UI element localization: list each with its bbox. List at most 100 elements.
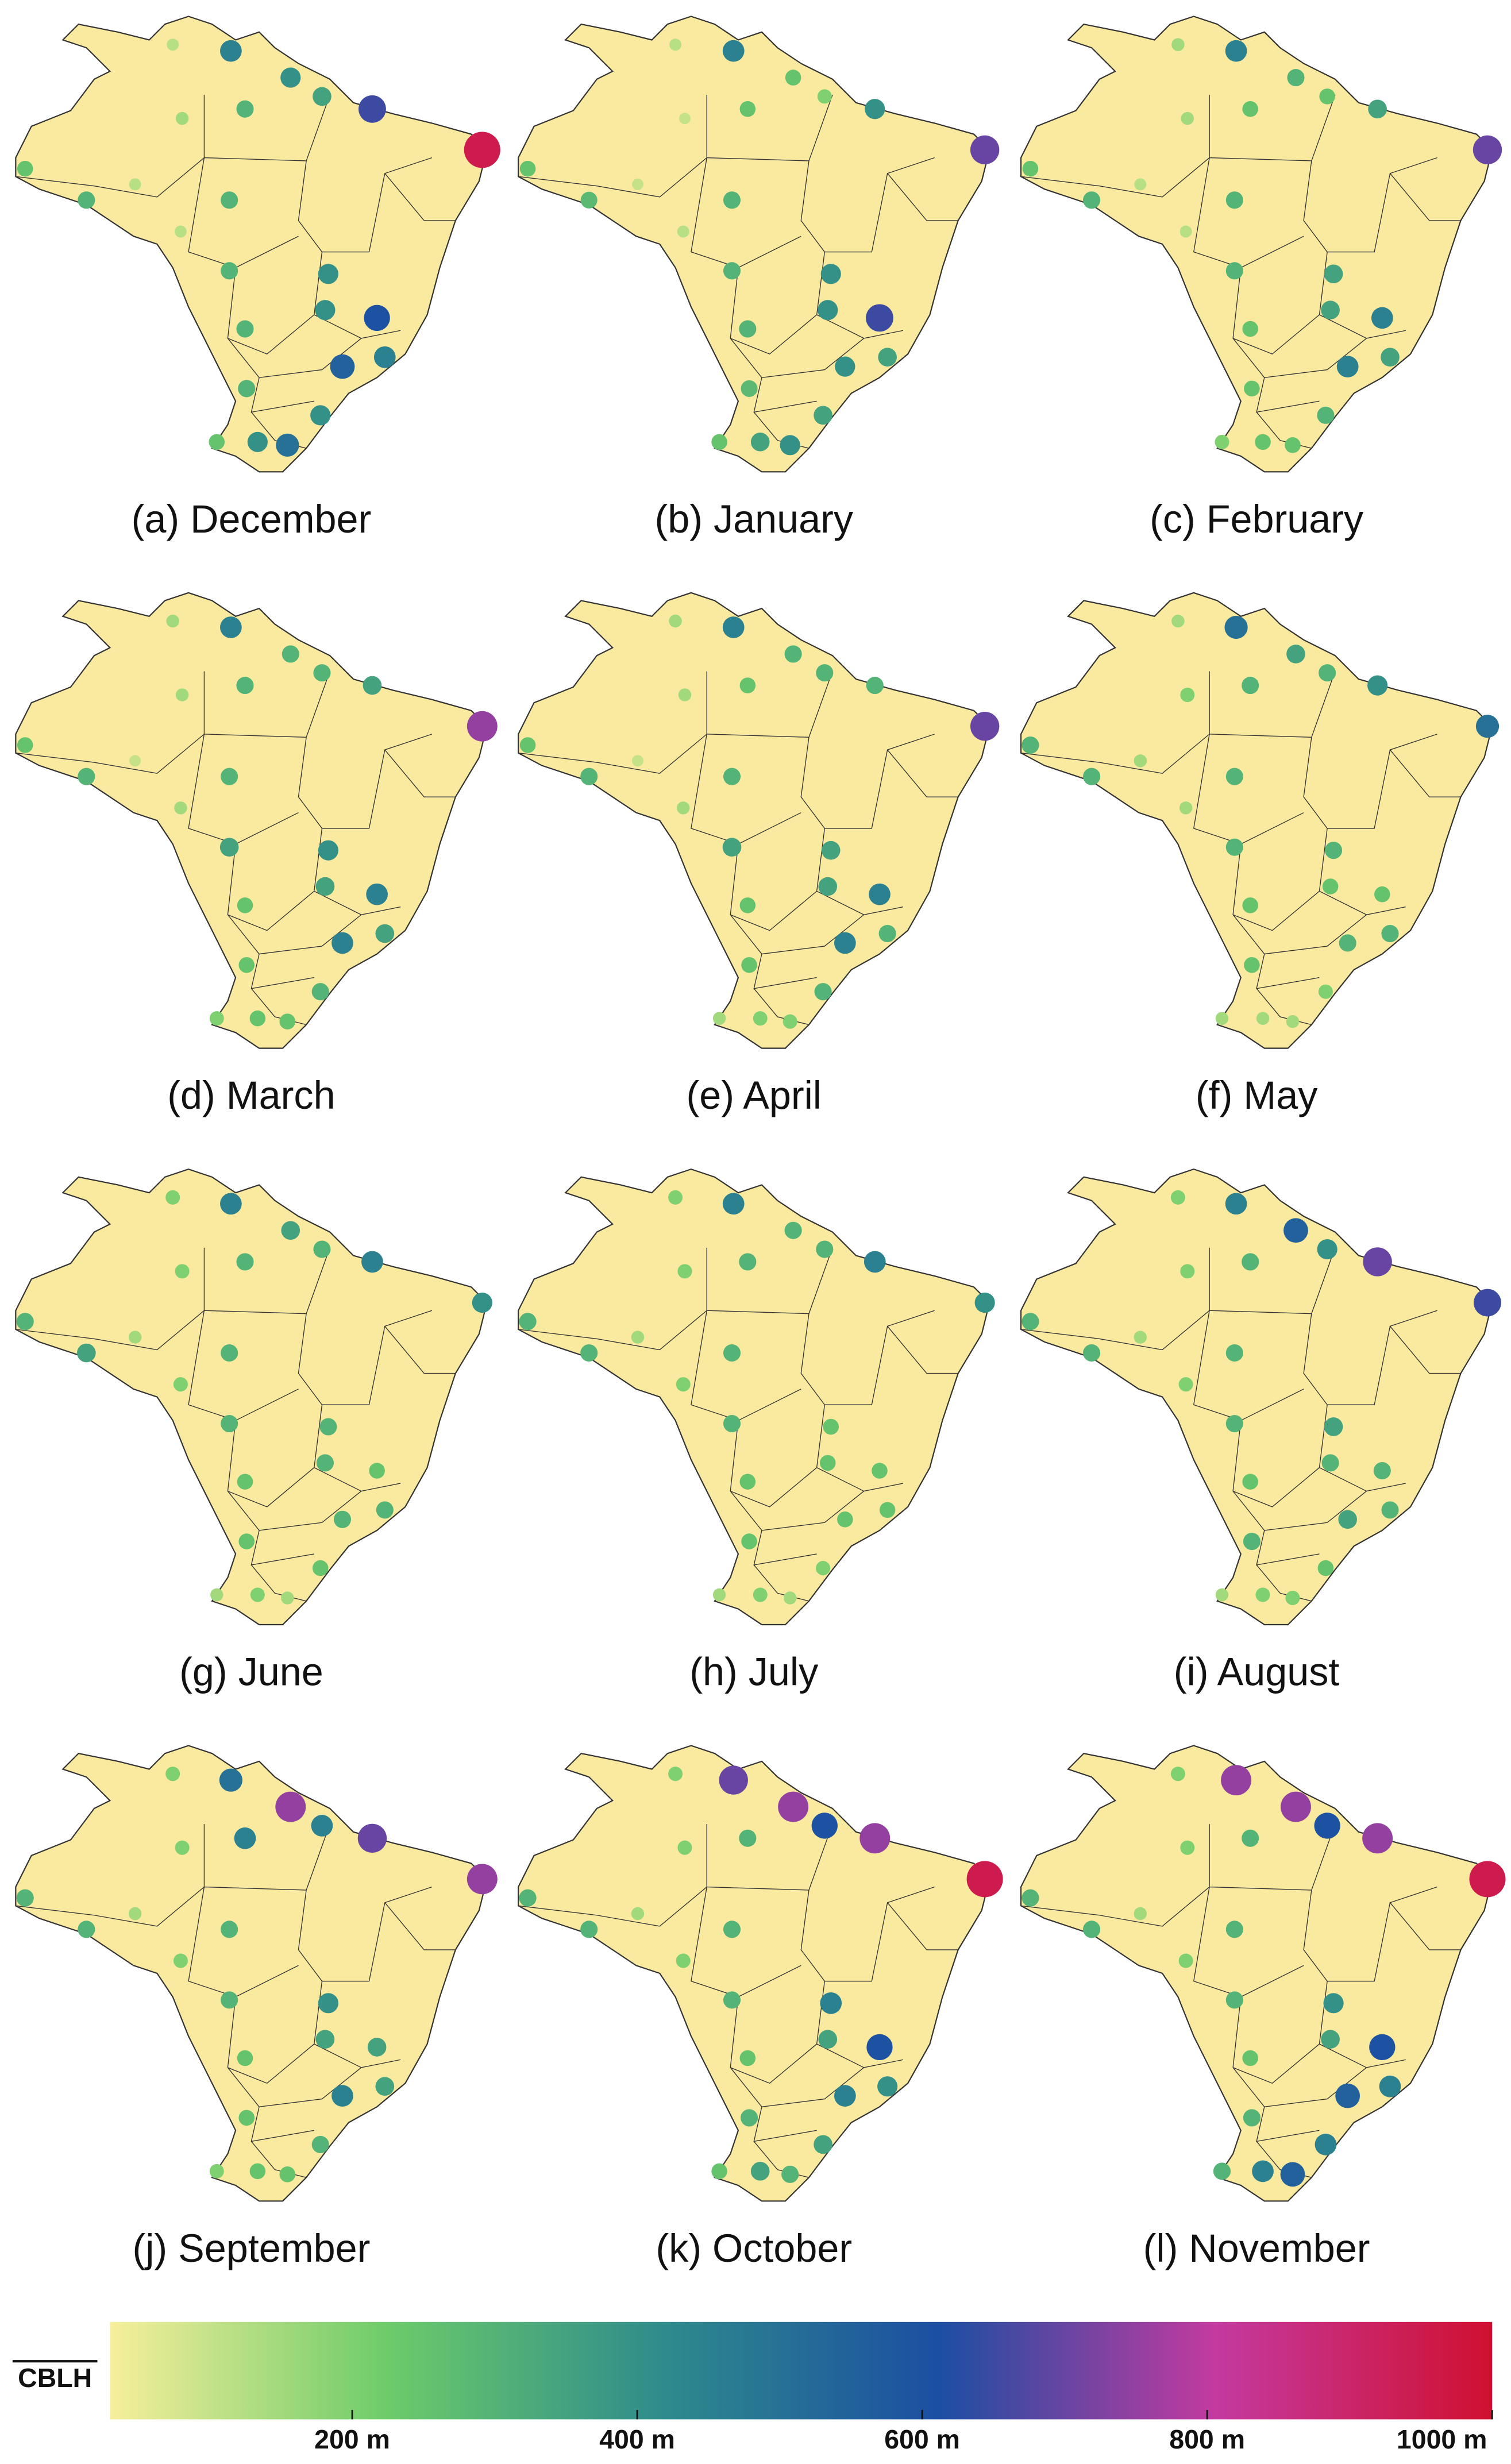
station-dot: [1178, 1377, 1193, 1392]
station-dot: [221, 191, 238, 209]
station-dot: [78, 1921, 95, 1938]
station-dot: [1314, 1813, 1340, 1839]
panel-label: (k) October: [656, 2227, 852, 2270]
station-dot: [816, 1240, 834, 1258]
station-dot: [1371, 307, 1393, 329]
station-dot: [820, 264, 841, 284]
station-dot: [220, 40, 242, 62]
station-dot: [837, 1511, 853, 1528]
station-dot: [367, 2038, 387, 2057]
station-dot: [1280, 2162, 1305, 2187]
panel-label: (j) September: [132, 2227, 370, 2270]
panel-label: (l) November: [1143, 2227, 1370, 2270]
station-dot: [1321, 300, 1340, 320]
station-dot: [722, 1193, 745, 1215]
station-dot: [238, 1533, 255, 1549]
station-dot: [1362, 1823, 1393, 1854]
station-dot: [785, 70, 801, 86]
station-dot: [17, 160, 33, 177]
station-dot: [238, 957, 255, 973]
station-dot: [128, 1907, 142, 1921]
station-dot: [739, 1829, 757, 1847]
station-dot: [221, 1414, 238, 1433]
station-dot: [221, 768, 238, 785]
station-dot: [238, 380, 256, 398]
station-dot: [739, 1474, 756, 1490]
station-dot: [519, 160, 536, 177]
station-dot: [1373, 1462, 1391, 1480]
station-dot: [1244, 957, 1260, 973]
station-dot: [1225, 838, 1243, 856]
station-dot: [166, 614, 179, 628]
station-dot: [580, 1921, 598, 1938]
station-dot: [364, 304, 390, 331]
station-dot: [739, 1253, 757, 1271]
station-dot: [1367, 675, 1388, 696]
station-dot: [312, 1560, 329, 1576]
station-dot: [1368, 99, 1387, 119]
station-dot: [1252, 2160, 1274, 2182]
station-dot: [1134, 1907, 1147, 1921]
station-dot: [220, 1193, 242, 1215]
station-dot: [519, 737, 536, 753]
station-dot: [1242, 677, 1259, 695]
station-dot: [723, 1991, 741, 2009]
map-panel: (d) March: [15, 592, 498, 1117]
station-dot: [1315, 2134, 1337, 2155]
station-dot: [1242, 2050, 1258, 2066]
station-dot: [236, 1253, 254, 1271]
station-dot: [1473, 135, 1502, 165]
map-panel: (b) January: [518, 16, 1000, 541]
station-dot: [723, 1344, 741, 1362]
map-panel: (g) June: [15, 1169, 492, 1694]
station-dot: [467, 1864, 498, 1895]
colorbar-title: CBLH: [18, 2363, 92, 2393]
station-dot: [1285, 437, 1301, 453]
station-dot: [1225, 262, 1243, 280]
station-dot: [275, 1791, 306, 1822]
station-dot: [315, 877, 335, 896]
map-outline: [15, 1169, 488, 1626]
station-dot: [631, 755, 643, 767]
station-dot: [165, 1190, 180, 1205]
station-dot: [739, 677, 756, 693]
station-dot: [750, 2162, 770, 2181]
station-dot: [722, 838, 742, 857]
station-dot: [332, 2085, 353, 2107]
station-dot: [1374, 886, 1390, 903]
station-dot: [741, 380, 758, 397]
station-dot: [865, 99, 885, 119]
station-dot: [739, 320, 757, 338]
station-dot: [580, 1344, 598, 1362]
map-outline: [518, 1745, 990, 2202]
station-dot: [318, 1993, 338, 2014]
station-dot: [1322, 878, 1339, 894]
station-dot: [175, 111, 189, 125]
station-dot: [376, 1501, 394, 1519]
station-dot: [1324, 264, 1343, 284]
station-dot: [249, 2163, 266, 2180]
station-dot: [1242, 321, 1258, 337]
station-dot: [834, 932, 856, 954]
station-dot: [1469, 1861, 1506, 1898]
station-dot: [866, 677, 884, 695]
station-dot: [866, 304, 893, 332]
station-dot: [753, 1587, 768, 1602]
map-panel: (e) April: [518, 592, 1000, 1117]
station-dot: [1381, 348, 1400, 367]
station-dot: [677, 1264, 692, 1279]
station-dot: [817, 89, 832, 104]
map-outline: [518, 16, 990, 473]
panel-label: (a) December: [132, 498, 372, 541]
station-dot: [1319, 88, 1335, 105]
station-dot: [279, 1013, 296, 1029]
panel-label: (g) June: [179, 1651, 323, 1694]
station-dot: [722, 40, 745, 62]
station-dot: [1338, 1510, 1357, 1529]
station-dot: [1171, 614, 1185, 628]
station-dot: [1381, 1501, 1399, 1519]
station-dot: [1225, 1344, 1243, 1362]
station-dot: [330, 354, 355, 379]
station-dot: [750, 433, 770, 452]
station-dot: [1283, 1218, 1308, 1243]
